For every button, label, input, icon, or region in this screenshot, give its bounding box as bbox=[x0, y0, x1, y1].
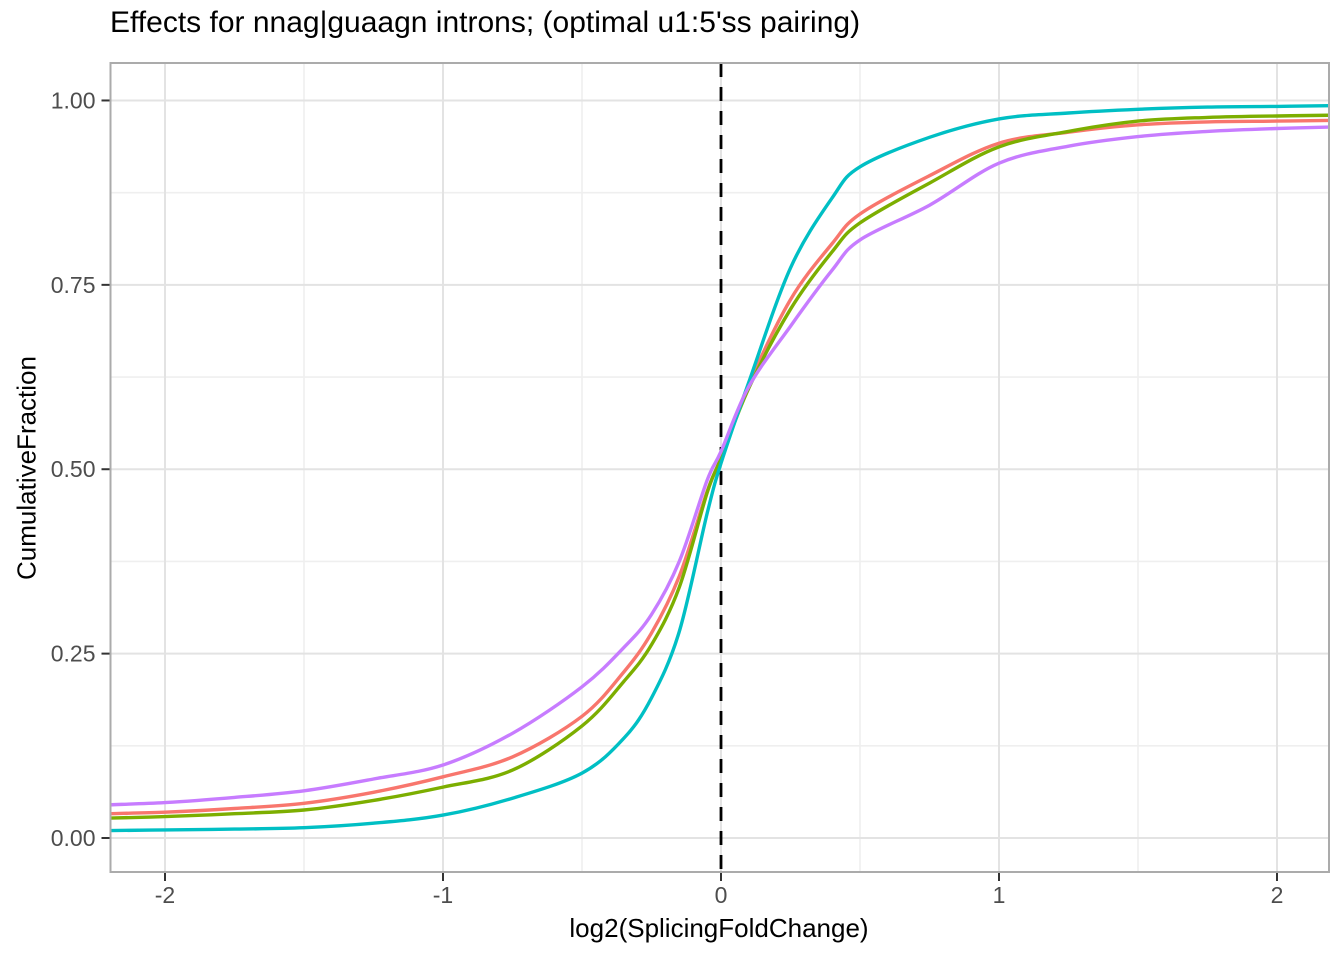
svg-text:0.00: 0.00 bbox=[51, 825, 96, 851]
svg-text:0.50: 0.50 bbox=[51, 456, 96, 482]
svg-text:-2: -2 bbox=[155, 882, 175, 908]
series-line-olive-green bbox=[110, 113, 1329, 820]
svg-text:1.00: 1.00 bbox=[51, 87, 96, 113]
y-tick-labels: 0.00 0.25 0.50 0.75 1.00 bbox=[51, 87, 96, 851]
svg-text:0: 0 bbox=[715, 882, 728, 908]
axis-ticks bbox=[101, 99, 1279, 881]
grid-minor bbox=[110, 63, 1329, 872]
svg-text:0.25: 0.25 bbox=[51, 641, 96, 667]
svg-text:2: 2 bbox=[1271, 882, 1284, 908]
plot-title: Effects for nnag|guaagn introns; (optima… bbox=[110, 6, 861, 39]
svg-text:1: 1 bbox=[993, 882, 1006, 908]
x-axis-title: log2(SplicingFoldChange) bbox=[569, 913, 869, 943]
x-tick-labels: -2 -1 0 1 2 bbox=[155, 882, 1284, 908]
svg-text:0.75: 0.75 bbox=[51, 272, 96, 298]
panel-border bbox=[109, 62, 1330, 873]
series-line-purple bbox=[110, 125, 1329, 807]
series-line-teal bbox=[110, 103, 1329, 833]
series-lines bbox=[110, 103, 1329, 833]
svg-text:-1: -1 bbox=[433, 882, 453, 908]
